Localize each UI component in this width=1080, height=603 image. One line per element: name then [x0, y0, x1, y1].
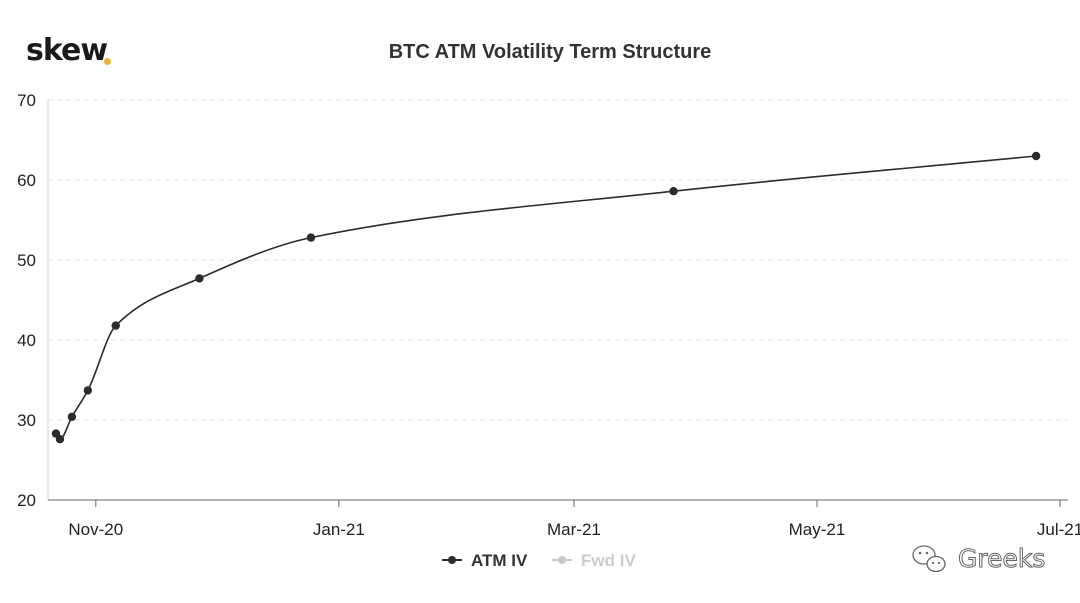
- data-point[interactable]: [111, 321, 120, 330]
- x-tick-label: Jan-21: [313, 520, 365, 539]
- legend-marker: [558, 556, 566, 564]
- x-axis-labels: Nov-20 Jan-21 Mar-21 May-21 Jul-21: [68, 520, 1080, 539]
- y-tick-label: 70: [17, 91, 36, 110]
- legend-label: ATM IV: [471, 551, 528, 570]
- data-point[interactable]: [306, 233, 316, 242]
- data-point[interactable]: [55, 435, 65, 444]
- grid-lines: [48, 99, 1068, 421]
- skew-logo: skew: [26, 33, 108, 68]
- wechat-icon: [912, 545, 946, 573]
- y-axis-labels: 20 30 40 50 60 70: [17, 91, 36, 510]
- y-tick-label: 50: [17, 251, 36, 270]
- data-point[interactable]: [83, 386, 93, 395]
- data-point[interactable]: [1031, 151, 1041, 161]
- data-point[interactable]: [669, 187, 678, 196]
- wechat-bubble-small: [926, 555, 946, 573]
- logo-dot: [104, 58, 111, 65]
- wechat-eye: [937, 561, 941, 565]
- data-point[interactable]: [195, 274, 204, 283]
- watermark: Greeks: [912, 544, 1046, 574]
- watermark-text: Greeks: [958, 544, 1045, 573]
- axes: [47, 100, 1068, 507]
- legend-label: Fwd IV: [581, 551, 636, 570]
- wechat-bubble-large: [912, 545, 936, 565]
- legend: ATM IV Fwd IV: [442, 551, 636, 570]
- series-layer: [51, 151, 1041, 444]
- series-line-atm-iv: [55, 155, 1037, 441]
- legend-marker: [448, 556, 456, 564]
- x-tick-label: Mar-21: [547, 520, 601, 539]
- legend-item-atm-iv[interactable]: ATM IV: [442, 551, 528, 570]
- y-tick-label: 40: [17, 331, 36, 350]
- x-tick-label: May-21: [789, 520, 846, 539]
- x-tick-label: Jul-21: [1037, 520, 1080, 539]
- y-tick-label: 30: [17, 411, 36, 430]
- y-tick-label: 60: [17, 171, 36, 190]
- wechat-eye: [925, 551, 929, 555]
- y-tick-label: 20: [17, 491, 36, 510]
- chart-title: BTC ATM Volatility Term Structure: [388, 41, 712, 63]
- legend-item-fwd-iv[interactable]: Fwd IV: [552, 551, 636, 570]
- data-point[interactable]: [67, 412, 77, 421]
- wechat-eye: [918, 551, 922, 555]
- wechat-eye: [931, 561, 935, 565]
- x-tick-label: Nov-20: [68, 520, 123, 539]
